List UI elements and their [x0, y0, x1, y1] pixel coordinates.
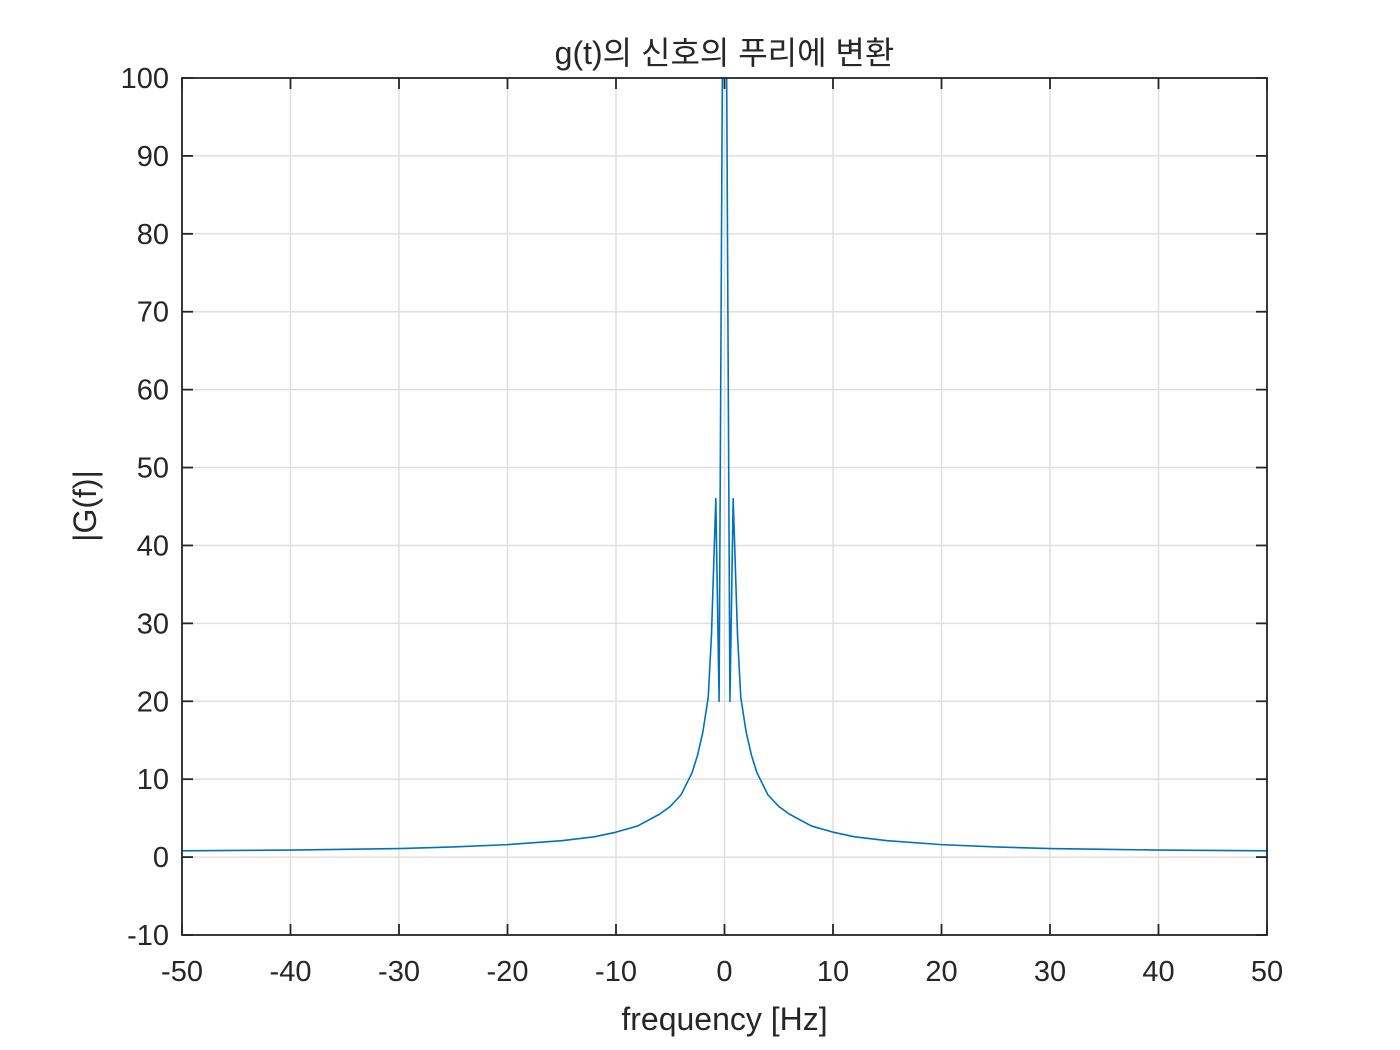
x-tick-label: 20: [925, 956, 957, 988]
y-tick-label: 90: [137, 141, 169, 173]
y-tick-label: 10: [137, 764, 169, 796]
y-tick-label: 20: [137, 686, 169, 718]
y-tick-label: -10: [127, 920, 169, 952]
x-tick-label: -30: [378, 956, 420, 988]
y-tick-label: 0: [153, 842, 169, 874]
x-tick-label: -20: [487, 956, 529, 988]
y-tick-label: 100: [121, 63, 169, 95]
y-tick-label: 80: [137, 219, 169, 251]
x-tick-label: 30: [1034, 956, 1066, 988]
y-tick-label: 60: [137, 375, 169, 407]
y-tick-label: 40: [137, 530, 169, 562]
x-axis-title: frequency [Hz]: [621, 1001, 827, 1037]
x-tick-label: 40: [1142, 956, 1174, 988]
chart-title: g(t)의 신호의 푸리에 변환: [555, 35, 895, 71]
x-tick-label: -40: [270, 956, 312, 988]
y-tick-label: 70: [137, 297, 169, 329]
y-tick-label: 30: [137, 608, 169, 640]
x-tick-label: 10: [817, 956, 849, 988]
x-tick-label: 50: [1251, 956, 1283, 988]
x-tick-label: 0: [716, 956, 732, 988]
x-tick-label: -10: [595, 956, 637, 988]
y-axis-title: |G(f)|: [67, 470, 103, 542]
x-tick-labels: -50 -40 -30 -20 -10 0 10 20 30 40 50: [161, 956, 1283, 988]
series-line: [182, 78, 1267, 852]
tick-marks: [181, 77, 1268, 936]
y-tick-labels: -10 0 10 20 30 40 50 60 70 80 90 100: [121, 63, 169, 952]
y-tick-label: 50: [137, 453, 169, 485]
series-layer: [182, 78, 1267, 852]
x-tick-label: -50: [161, 956, 203, 988]
